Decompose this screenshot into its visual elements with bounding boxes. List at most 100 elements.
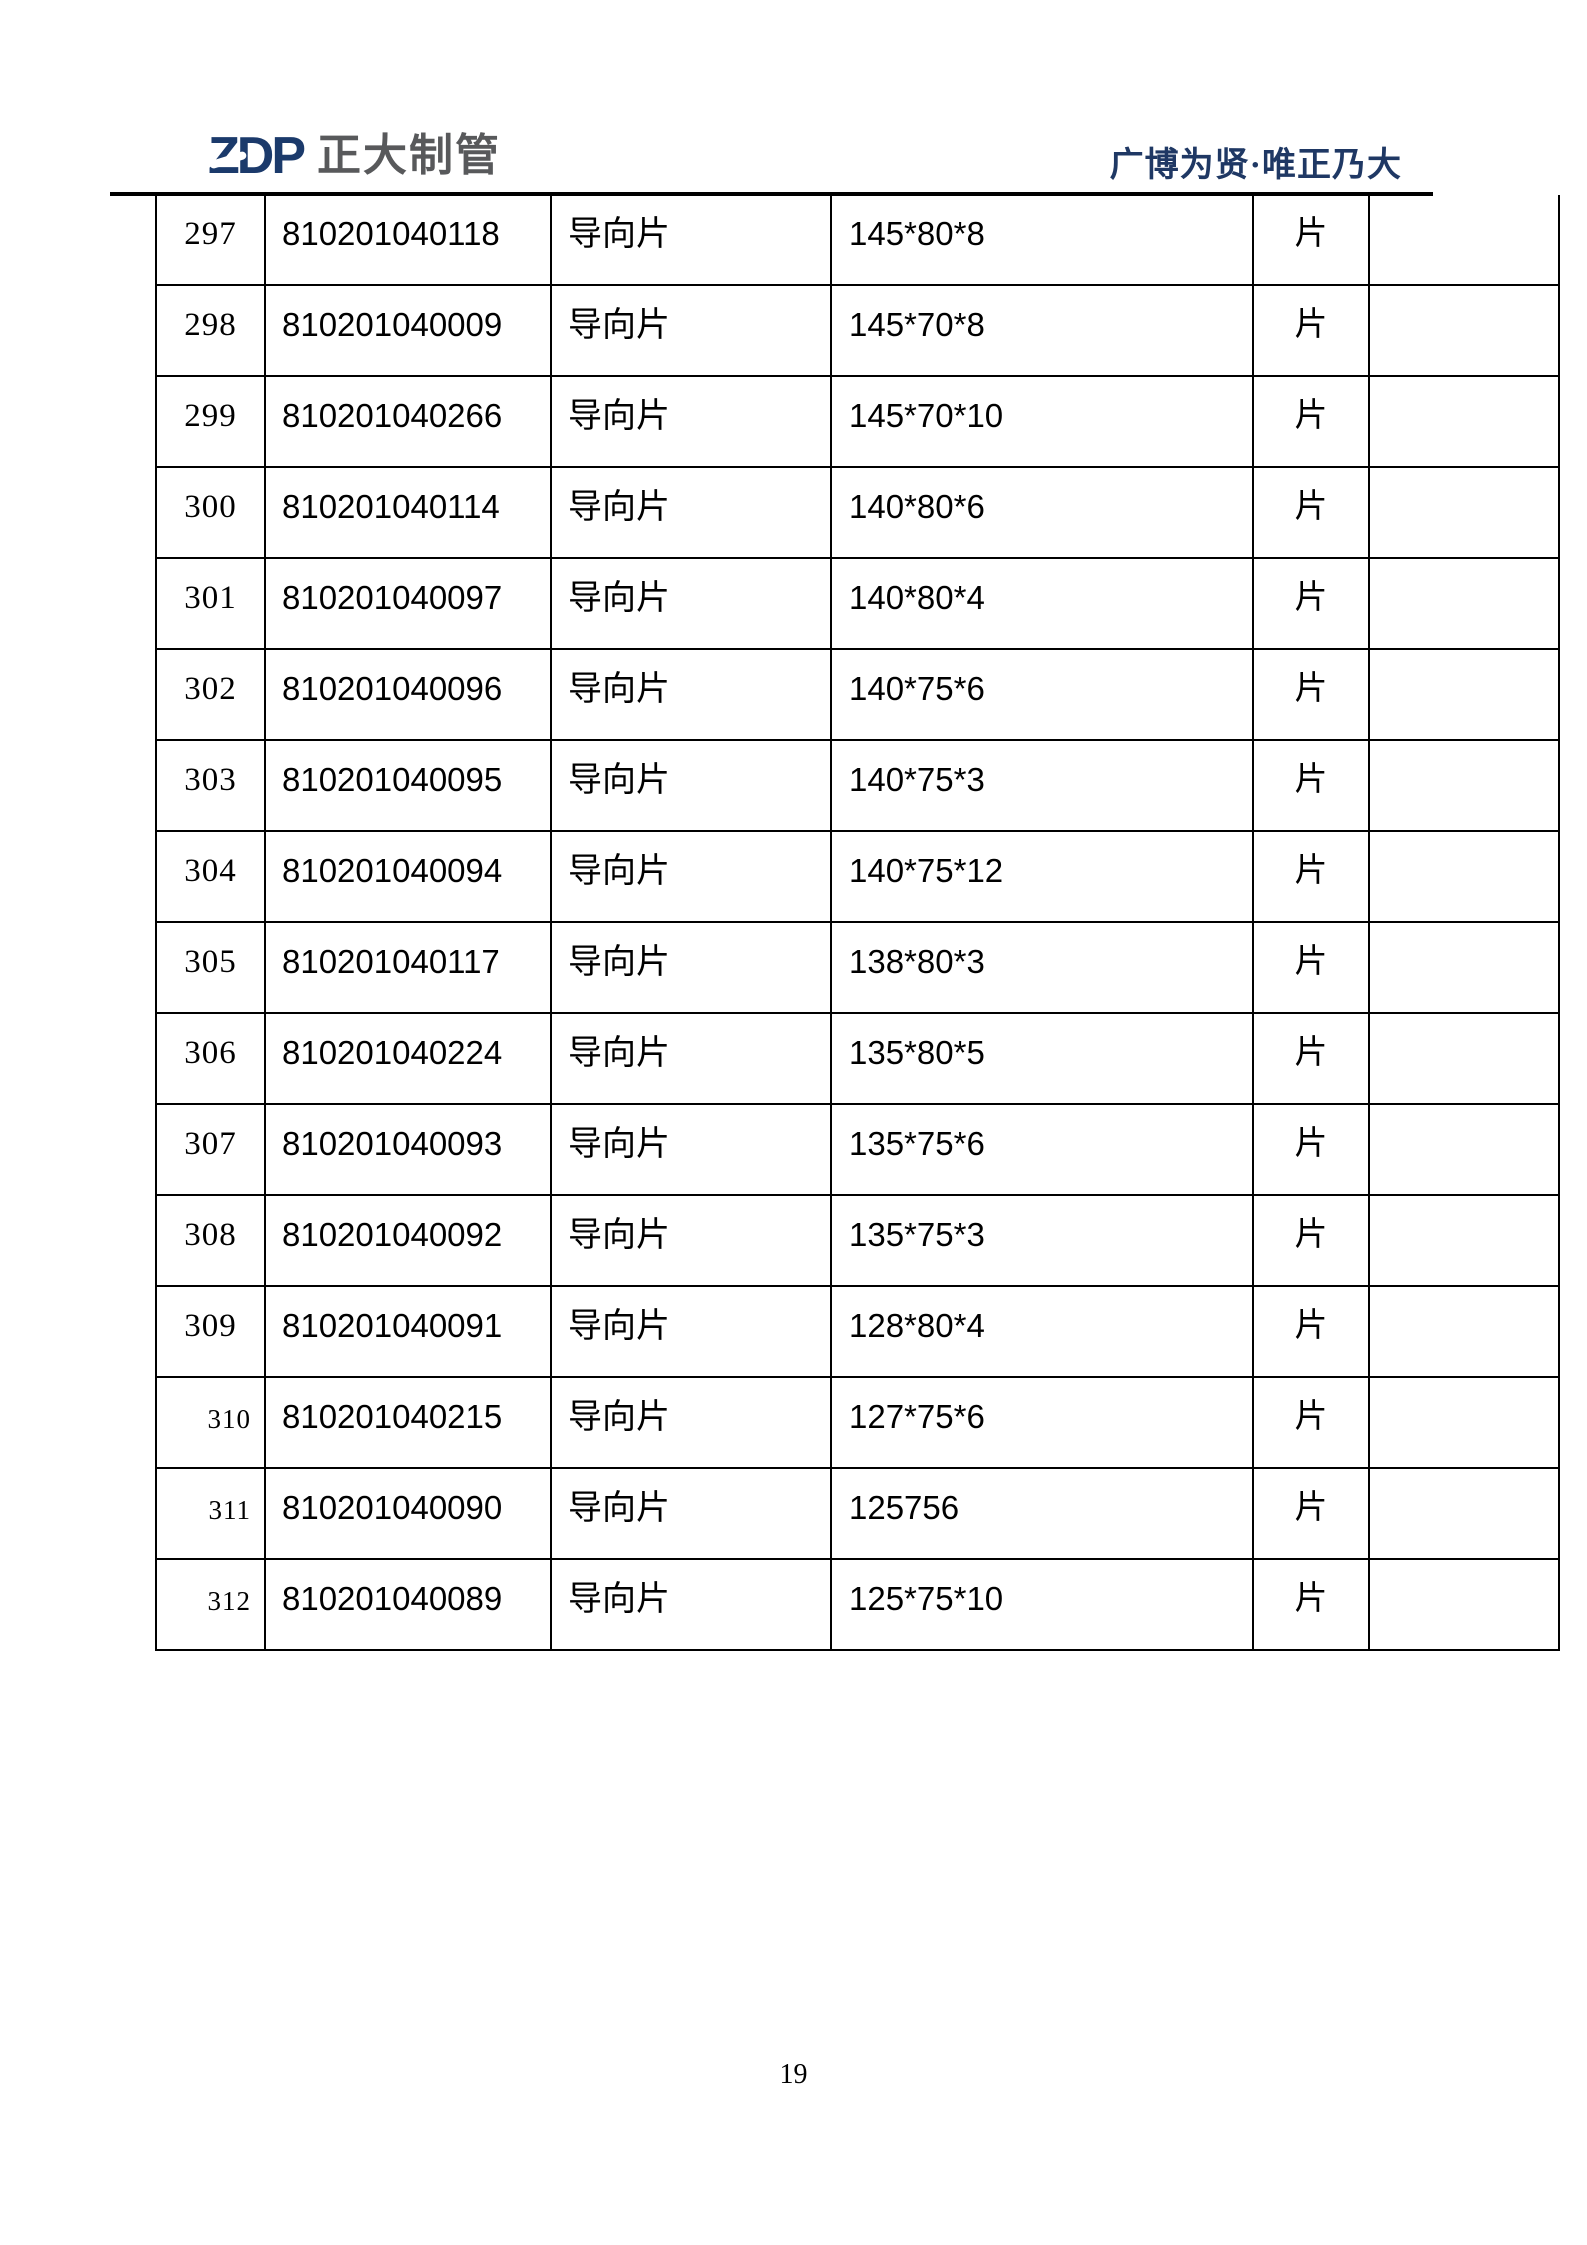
- part-spec-cell: 135*75*3: [832, 1196, 1254, 1287]
- note-cell: [1370, 923, 1560, 1014]
- note-cell: [1370, 1560, 1560, 1651]
- part-name-cell: 导向片: [552, 650, 832, 741]
- part-code-cell: 810201040094: [266, 832, 552, 923]
- row-number-cell: 307: [155, 1105, 266, 1196]
- part-spec-cell: 125*75*10: [832, 1560, 1254, 1651]
- part-name-cell: 导向片: [552, 741, 832, 832]
- part-code-cell: 810201040095: [266, 741, 552, 832]
- part-code-cell: 810201040090: [266, 1469, 552, 1560]
- row-number-cell: 312: [155, 1560, 266, 1651]
- page-number: 19: [779, 2059, 808, 2090]
- row-number-cell: 303: [155, 741, 266, 832]
- company-logo: ZDP 正大制管: [208, 126, 501, 186]
- unit-cell: 片: [1254, 468, 1370, 559]
- part-spec-cell: 128*80*4: [832, 1287, 1254, 1378]
- part-code-cell: 810201040114: [266, 468, 552, 559]
- row-number-cell: 301: [155, 559, 266, 650]
- header-rule-line: [110, 192, 1433, 196]
- logo-abbr-text: ZDP: [208, 127, 306, 185]
- unit-cell: 片: [1254, 286, 1370, 377]
- part-spec-cell: 145*70*8: [832, 286, 1254, 377]
- row-number-cell: 300: [155, 468, 266, 559]
- row-number-cell: 306: [155, 1014, 266, 1105]
- part-name-cell: 导向片: [552, 1196, 832, 1287]
- row-number-cell: 297: [155, 195, 266, 286]
- row-number-cell: 311: [155, 1469, 266, 1560]
- note-cell: [1370, 195, 1560, 286]
- note-cell: [1370, 1287, 1560, 1378]
- part-code-cell: 810201040097: [266, 559, 552, 650]
- part-spec-cell: 140*80*6: [832, 468, 1254, 559]
- row-number-cell: 299: [155, 377, 266, 468]
- part-name-cell: 导向片: [552, 559, 832, 650]
- logo-company-name: 正大制管: [317, 131, 501, 180]
- part-code-cell: 810201040089: [266, 1560, 552, 1651]
- row-number-cell: 310: [155, 1378, 266, 1469]
- part-spec-cell: 135*75*6: [832, 1105, 1254, 1196]
- part-name-cell: 导向片: [552, 1105, 832, 1196]
- parts-table: 297 810201040118 导向片 145*80*8 片 298 8102010400…: [155, 195, 1560, 1651]
- unit-cell: 片: [1254, 1469, 1370, 1560]
- part-name-cell: 导向片: [552, 1469, 832, 1560]
- row-number-cell: 305: [155, 923, 266, 1014]
- row-number-cell: 302: [155, 650, 266, 741]
- unit-cell: 片: [1254, 741, 1370, 832]
- note-cell: [1370, 1196, 1560, 1287]
- part-name-cell: 导向片: [552, 286, 832, 377]
- part-spec-cell: 135*80*5: [832, 1014, 1254, 1105]
- note-cell: [1370, 832, 1560, 923]
- part-spec-cell: 138*80*3: [832, 923, 1254, 1014]
- part-spec-cell: 140*75*12: [832, 832, 1254, 923]
- part-code-cell: 810201040266: [266, 377, 552, 468]
- unit-cell: 片: [1254, 559, 1370, 650]
- part-code-cell: 810201040093: [266, 1105, 552, 1196]
- unit-cell: 片: [1254, 832, 1370, 923]
- note-cell: [1370, 286, 1560, 377]
- part-code-cell: 810201040096: [266, 650, 552, 741]
- note-cell: [1370, 377, 1560, 468]
- part-code-cell: 810201040215: [266, 1378, 552, 1469]
- note-cell: [1370, 559, 1560, 650]
- part-name-cell: 导向片: [552, 1287, 832, 1378]
- part-spec-cell: 140*75*6: [832, 650, 1254, 741]
- note-cell: [1370, 1014, 1560, 1105]
- row-number-cell: 298: [155, 286, 266, 377]
- note-cell: [1370, 468, 1560, 559]
- unit-cell: 片: [1254, 195, 1370, 286]
- unit-cell: 片: [1254, 377, 1370, 468]
- part-name-cell: 导向片: [552, 923, 832, 1014]
- part-spec-cell: 140*75*3: [832, 741, 1254, 832]
- part-code-cell: 810201040091: [266, 1287, 552, 1378]
- part-spec-cell: 140*80*4: [832, 559, 1254, 650]
- note-cell: [1370, 1469, 1560, 1560]
- part-code-cell: 810201040224: [266, 1014, 552, 1105]
- part-spec-cell: 127*75*6: [832, 1378, 1254, 1469]
- row-number-cell: 309: [155, 1287, 266, 1378]
- note-cell: [1370, 1105, 1560, 1196]
- unit-cell: 片: [1254, 1196, 1370, 1287]
- part-name-cell: 导向片: [552, 195, 832, 286]
- part-name-cell: 导向片: [552, 1378, 832, 1469]
- part-name-cell: 导向片: [552, 377, 832, 468]
- part-name-cell: 导向片: [552, 1014, 832, 1105]
- note-cell: [1370, 1378, 1560, 1469]
- unit-cell: 片: [1254, 923, 1370, 1014]
- row-number-cell: 308: [155, 1196, 266, 1287]
- part-code-cell: 810201040118: [266, 195, 552, 286]
- part-spec-cell: 125756: [832, 1469, 1254, 1560]
- part-code-cell: 810201040092: [266, 1196, 552, 1287]
- header-slogan: 广博为贤·唯正乃大: [1109, 147, 1402, 184]
- unit-cell: 片: [1254, 1378, 1370, 1469]
- unit-cell: 片: [1254, 1560, 1370, 1651]
- part-code-cell: 810201040009: [266, 286, 552, 377]
- note-cell: [1370, 741, 1560, 832]
- unit-cell: 片: [1254, 650, 1370, 741]
- part-name-cell: 导向片: [552, 1560, 832, 1651]
- row-number-cell: 304: [155, 832, 266, 923]
- part-spec-cell: 145*70*10: [832, 377, 1254, 468]
- unit-cell: 片: [1254, 1287, 1370, 1378]
- part-spec-cell: 145*80*8: [832, 195, 1254, 286]
- part-name-cell: 导向片: [552, 468, 832, 559]
- logo-zdp-wordmark: ZDP: [208, 127, 306, 185]
